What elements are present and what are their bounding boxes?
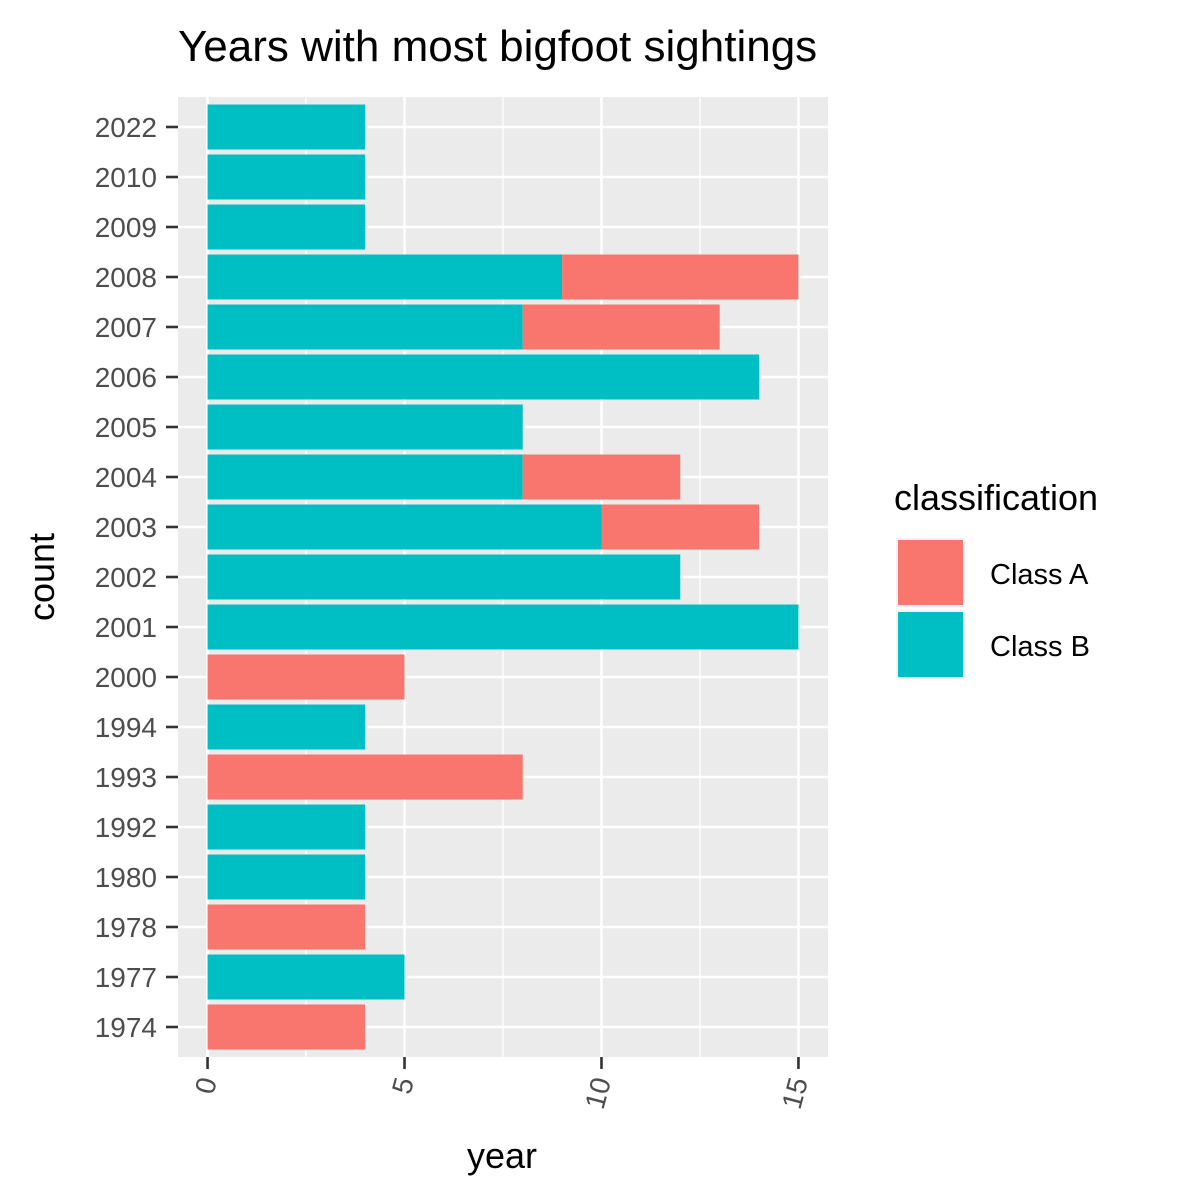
y-tick-label: 1992: [95, 812, 157, 843]
bar-1994-class-b: [207, 704, 366, 750]
bar-2022-class-b: [207, 104, 366, 150]
legend: classification Class A Class B: [894, 477, 1098, 679]
legend-label: Class B: [990, 631, 1090, 663]
y-tick-label: 2006: [95, 362, 157, 393]
bar-2003-class-a: [601, 504, 760, 550]
x-tick-label: 0: [189, 1074, 223, 1097]
bar-2002-class-b: [207, 554, 681, 600]
bar-2003-class-b: [207, 504, 602, 550]
bars: [207, 104, 799, 1050]
bar-2007-class-b: [207, 304, 523, 350]
y-tick-label: 2000: [95, 662, 157, 693]
y-tick-label: 2002: [95, 562, 157, 593]
y-tick-label: 2005: [95, 412, 157, 443]
y-tick-label: 2001: [95, 612, 157, 643]
legend-label: Class A: [990, 559, 1089, 591]
x-tick-label: 15: [776, 1074, 814, 1112]
bar-1993-class-a: [207, 754, 523, 800]
y-axis-title: count: [21, 533, 62, 621]
y-tick-label: 2007: [95, 312, 157, 343]
y-tick-label: 1974: [95, 1012, 157, 1043]
legend-title: classification: [894, 477, 1098, 518]
y-tick-label: 1993: [95, 762, 157, 793]
bar-1980-class-b: [207, 854, 366, 900]
y-tick-label: 1978: [95, 912, 157, 943]
y-tick-label: 1980: [95, 862, 157, 893]
bar-1977-class-b: [207, 954, 405, 1000]
x-tick-label: 10: [579, 1074, 617, 1112]
y-tick-label: 2009: [95, 212, 157, 243]
bar-2006-class-b: [207, 354, 760, 400]
bar-2009-class-b: [207, 204, 366, 250]
bar-1978-class-a: [207, 904, 366, 950]
legend-key-class-b: [898, 612, 963, 677]
y-tick-label: 2004: [95, 462, 157, 493]
bar-1992-class-b: [207, 804, 366, 850]
x-tick-label: 5: [386, 1074, 420, 1097]
y-tick-label: 2010: [95, 162, 157, 193]
y-axis: 1974 1977 1978 1980 1992 1993 1994 2000 2001 2002…: [95, 112, 178, 1043]
chart-title: Years with most bigfoot sightings: [178, 22, 817, 71]
bar-2010-class-b: [207, 154, 366, 200]
bar-2000-class-a: [207, 654, 405, 700]
x-axis: 0 5 10 15: [189, 1057, 814, 1112]
y-tick-label: 2003: [95, 512, 157, 543]
bar-2008-class-b: [207, 254, 563, 300]
bar-2005-class-b: [207, 404, 523, 450]
bar-2008-class-a: [562, 254, 799, 300]
bar-1974-class-a: [207, 1004, 366, 1050]
bar-2007-class-a: [522, 304, 720, 350]
y-tick-label: 1977: [95, 962, 157, 993]
y-tick-label: 2008: [95, 262, 157, 293]
y-tick-label: 2022: [95, 112, 157, 143]
x-axis-title: year: [467, 1135, 537, 1176]
bar-2004-class-a: [522, 454, 681, 500]
legend-key-class-a: [898, 540, 963, 605]
y-tick-label: 1994: [95, 712, 157, 743]
bar-2004-class-b: [207, 454, 523, 500]
bar-2001-class-b: [207, 604, 799, 650]
